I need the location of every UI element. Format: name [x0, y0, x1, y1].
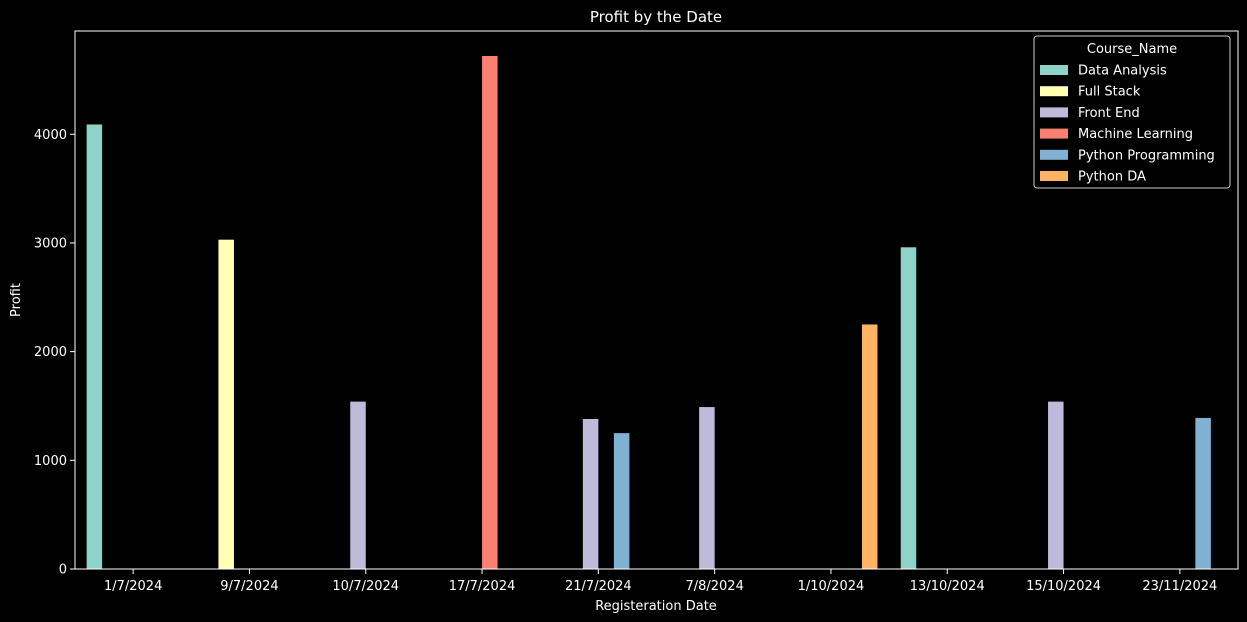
x-tick-label: 13/10/2024	[910, 579, 985, 594]
legend-swatch	[1040, 65, 1068, 75]
y-tick-label: 0	[59, 563, 67, 578]
chart-title: Profit by the Date	[590, 8, 722, 26]
x-tick-label: 10/7/2024	[332, 579, 399, 594]
bar-python-programming-4	[613, 433, 630, 569]
y-tick-label: 1000	[34, 454, 67, 469]
y-axis-label: Profit	[9, 283, 24, 317]
bar-front-end-2	[350, 401, 366, 569]
x-tick-label: 21/7/2024	[565, 579, 632, 594]
y-tick-label: 3000	[34, 236, 67, 251]
x-tick-label: 17/7/2024	[449, 579, 516, 594]
x-tick-label: 9/7/2024	[220, 579, 278, 594]
bar-data-analysis-7	[900, 247, 917, 570]
bar-python-da-6	[861, 324, 878, 569]
legend-swatch	[1040, 86, 1068, 97]
x-tick-label: 15/10/2024	[1026, 579, 1101, 594]
x-axis-label: Registeration Date	[595, 599, 717, 614]
bar-front-end-8	[1048, 401, 1064, 569]
legend-entry-label: Python DA	[1078, 170, 1146, 185]
x-tick-label: 1/7/2024	[104, 579, 162, 594]
bar-machine-learning-3	[482, 56, 498, 569]
bar-front-end-5	[699, 407, 715, 569]
bar-python-programming-9	[1195, 417, 1211, 569]
bar-data-analysis-0	[86, 124, 103, 569]
legend-swatch	[1040, 149, 1068, 160]
plot-frame	[74, 30, 1239, 570]
legend-box	[1033, 35, 1231, 189]
y-tick-label: 4000	[34, 128, 67, 143]
legend-entry-label: Machine Learning	[1078, 127, 1193, 142]
legend-swatch	[1040, 171, 1068, 181]
legend: Course_Name Data Analysis Full Stack Front…	[1033, 35, 1231, 189]
bar-front-end-4	[582, 419, 599, 569]
x-tick-label: 1/10/2024	[798, 579, 865, 594]
legend-swatch	[1040, 107, 1068, 118]
plot-area	[86, 56, 1211, 570]
y-axis: 0 1000 2000 3000 4000	[34, 128, 75, 578]
bar-full-stack-1	[218, 239, 234, 569]
legend-entry-label: Front End	[1078, 106, 1140, 121]
legend-entry-label: Full Stack	[1078, 85, 1141, 100]
x-axis: 1/7/2024 9/7/2024 10/7/2024 17/7/2024 21/7/2…	[104, 569, 1217, 594]
x-tick-label: 7/8/2024	[685, 579, 743, 594]
x-tick-label: 23/11/2024	[1142, 579, 1217, 594]
legend-entry-label: Python Programming	[1078, 148, 1215, 163]
y-tick-label: 2000	[34, 345, 67, 360]
legend-entry-label: Data Analysis	[1078, 64, 1167, 79]
legend-title: Course_Name	[1087, 42, 1177, 57]
legend-swatch	[1040, 128, 1068, 139]
